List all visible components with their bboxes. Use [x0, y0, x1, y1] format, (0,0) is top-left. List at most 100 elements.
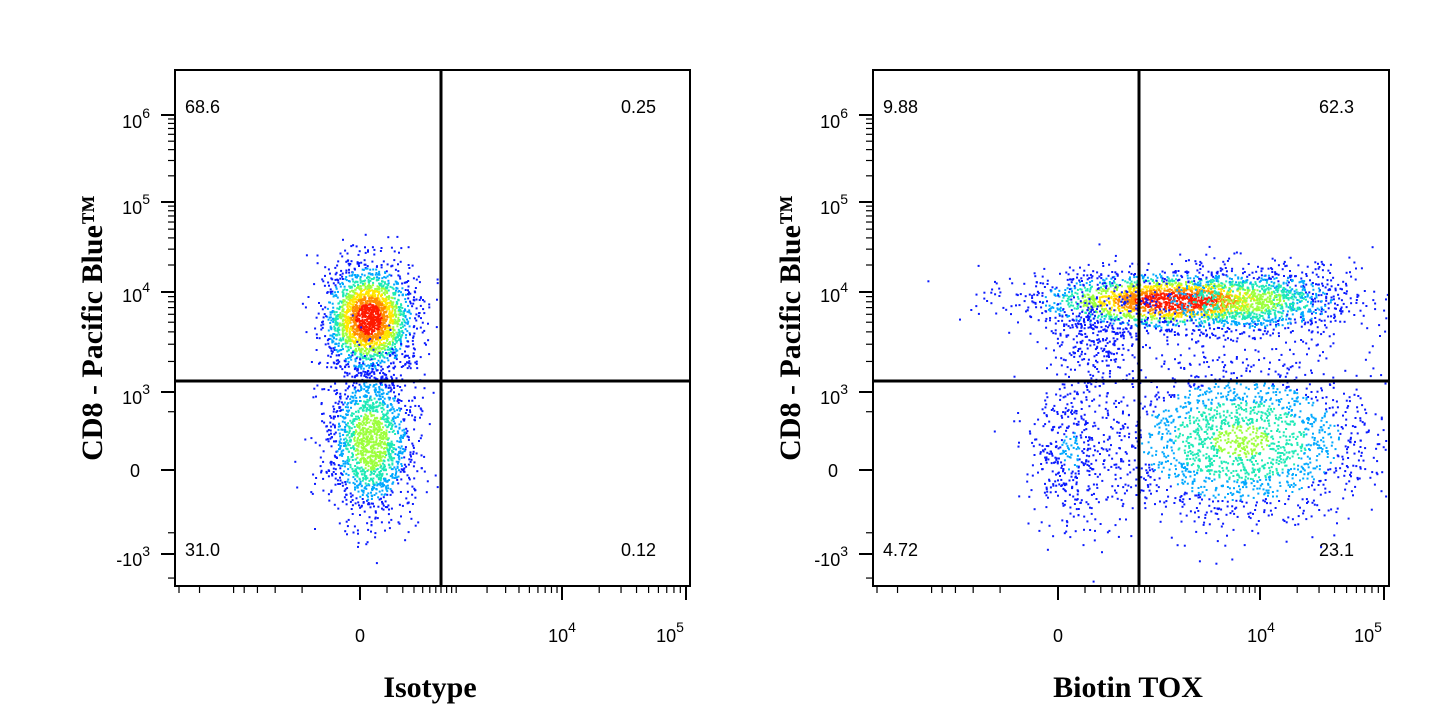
event-dot: [419, 356, 422, 359]
event-dot: [1177, 315, 1180, 318]
event-dot: [343, 288, 346, 291]
event-dot: [349, 463, 352, 466]
event-dot: [337, 345, 340, 347]
event-dot: [1150, 318, 1153, 321]
event-dot: [1169, 288, 1171, 291]
event-dot: [376, 320, 379, 323]
event-dot: [353, 285, 356, 288]
event-dot: [332, 337, 335, 340]
event-dot: [345, 297, 348, 300]
event-dot: [398, 251, 400, 254]
event-dot: [1100, 312, 1103, 315]
event-dot: [370, 322, 373, 324]
event-dot: [376, 517, 379, 520]
event-dot: [402, 437, 404, 439]
event-dot: [401, 307, 404, 309]
event-dot: [391, 383, 394, 386]
event-dot: [1203, 320, 1206, 323]
event-dot: [335, 450, 338, 453]
event-dot: [365, 460, 368, 463]
event-dot: [334, 278, 337, 281]
event-dot: [326, 291, 329, 294]
x-tick-label-1e5: 105: [656, 619, 684, 646]
event-dot: [404, 448, 407, 451]
event-dot: [357, 283, 360, 286]
event-dot: [1302, 285, 1305, 287]
event-dot: [347, 468, 350, 471]
event-dot: [1160, 310, 1163, 313]
event-dot: [334, 317, 337, 320]
event-dot: [362, 284, 365, 287]
event-dot: [1096, 316, 1099, 319]
event-dot: [387, 451, 390, 454]
event-dot: [1238, 315, 1241, 318]
event-dot: [360, 351, 363, 354]
event-dot: [388, 423, 390, 426]
event-dot: [1255, 307, 1258, 310]
event-dot: [1146, 290, 1149, 293]
event-dot: [382, 309, 384, 312]
event-dot: [366, 389, 369, 392]
event-dot: [364, 296, 367, 299]
event-dot: [314, 482, 316, 485]
event-dot: [354, 288, 357, 291]
event-dot: [1200, 308, 1203, 311]
event-dot: [353, 305, 356, 308]
event-dot: [986, 300, 989, 302]
event-dot: [377, 309, 380, 312]
event-dot: [408, 325, 411, 328]
event-dot: [360, 489, 363, 492]
event-dot: [354, 310, 357, 313]
event-dot: [358, 417, 360, 420]
event-dot: [398, 407, 401, 410]
event-dot: [363, 350, 366, 352]
event-dot: [403, 321, 406, 324]
event-dot: [383, 436, 386, 439]
event-dot: [1210, 285, 1213, 288]
event-dot: [378, 270, 381, 273]
event-dot: [373, 372, 376, 375]
event-dot: [375, 416, 378, 419]
event-dot: [335, 411, 338, 414]
event-dot: [377, 464, 380, 467]
event-dot: [1195, 285, 1198, 288]
event-dot: [419, 296, 422, 299]
event-dot: [1248, 289, 1251, 292]
event-dot: [414, 317, 417, 320]
event-dot: [364, 444, 367, 447]
event-dot: [347, 442, 350, 445]
event-dot: [352, 399, 355, 402]
event-dot: [1065, 300, 1068, 302]
event-dot: [341, 278, 344, 280]
event-dot: [379, 383, 382, 386]
event-dot: [373, 484, 376, 487]
event-dot: [1046, 283, 1049, 285]
event-dot: [336, 479, 339, 482]
event-dot: [363, 263, 366, 266]
event-dot: [371, 316, 374, 319]
event-dot: [370, 435, 373, 438]
event-dot: [360, 466, 363, 469]
event-dot: [349, 286, 352, 289]
event-dot: [1069, 295, 1072, 298]
event-dot: [341, 420, 344, 423]
event-dot: [354, 309, 357, 312]
event-dot: [1177, 270, 1180, 272]
event-dot: [350, 395, 353, 398]
event-dot: [435, 326, 438, 329]
event-dot: [398, 294, 401, 297]
event-dot: [386, 357, 389, 360]
event-dot: [320, 304, 322, 307]
event-dot: [349, 398, 352, 401]
event-dot: [392, 417, 395, 420]
event-dot: [385, 433, 388, 436]
event-dot: [382, 435, 385, 437]
event-dot: [1186, 295, 1189, 298]
event-dot: [345, 295, 348, 298]
event-dot: [356, 301, 358, 304]
event-dot: [347, 295, 350, 298]
event-dot: [362, 405, 365, 408]
event-dot: [337, 359, 339, 362]
event-dot: [343, 285, 346, 288]
event-dot: [346, 430, 349, 433]
